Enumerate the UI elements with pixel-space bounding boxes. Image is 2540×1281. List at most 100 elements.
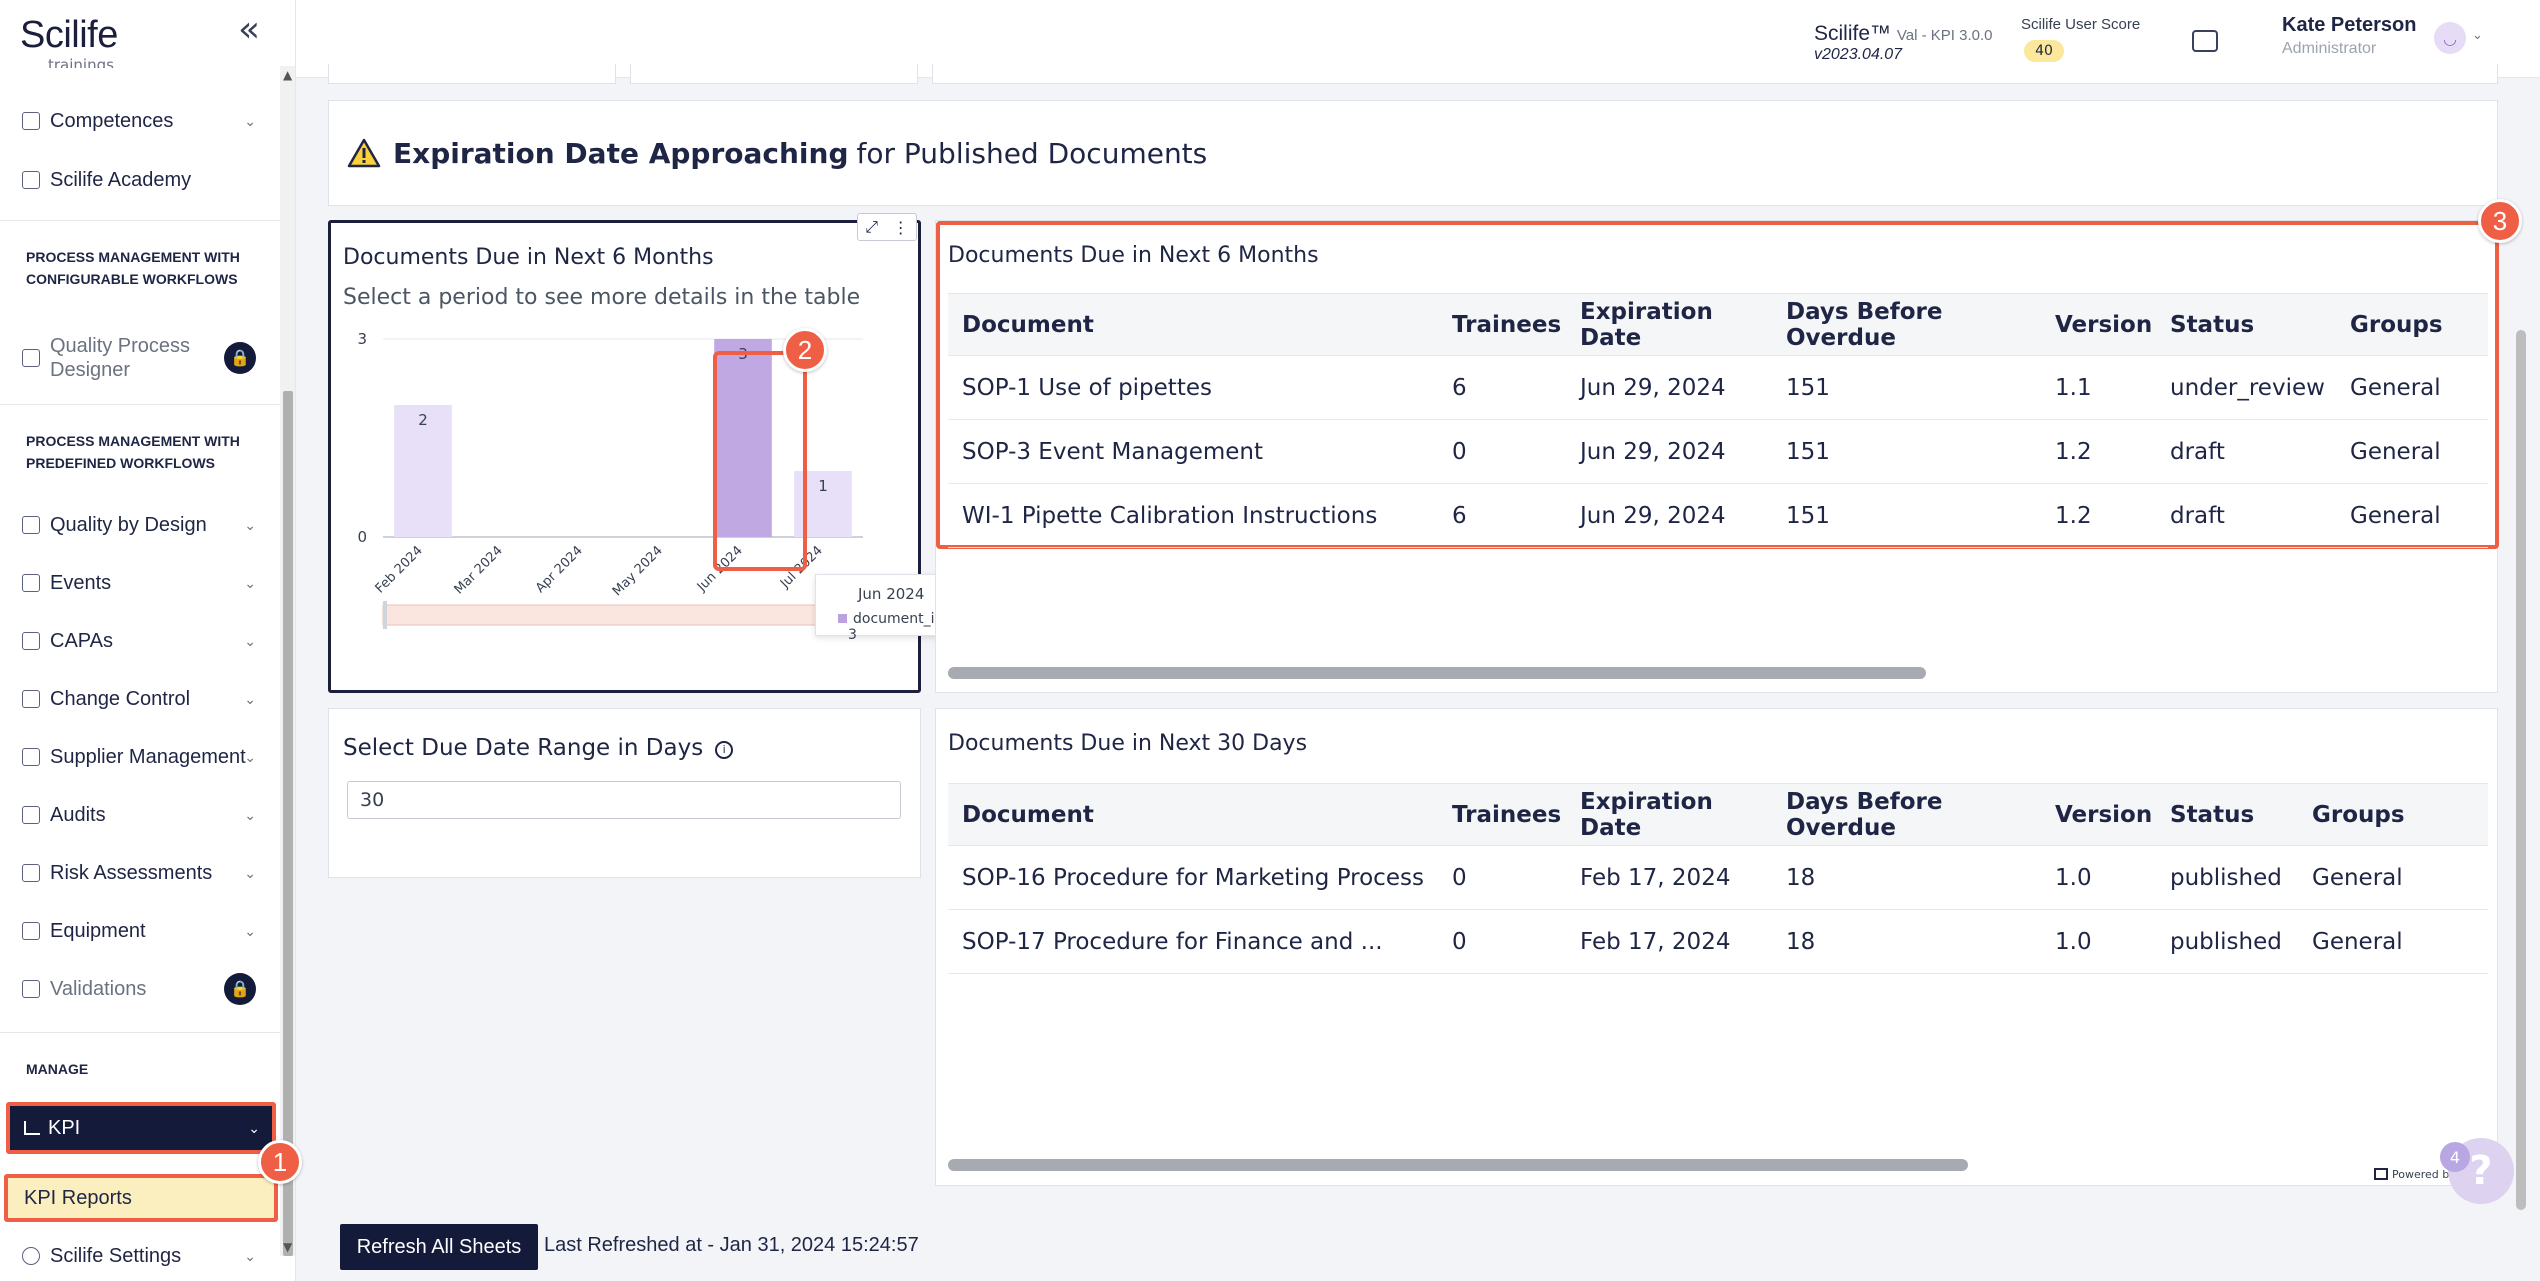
table-6-months-panel: Documents Due in Next 6 Months Document … (935, 199, 2522, 693)
sidebar-item-kpi[interactable]: KPI ⌄ (6, 1102, 276, 1154)
sidebar-item-quality-by-design[interactable]: Quality by Design ⌄ (22, 505, 262, 545)
date-range-panel: Select Due Date Range in Days i 30 (328, 708, 921, 878)
table-row[interactable]: SOP-17 Procedure for Finance and ... 0 Feb… (948, 909, 2488, 974)
scilife-logo[interactable]: Scilife (20, 14, 118, 56)
horizontal-scrollbar[interactable] (948, 1159, 1968, 1171)
series-swatch (838, 614, 847, 623)
chevron-down-icon: ⌄ (244, 112, 256, 129)
warning-icon (347, 138, 381, 168)
x-tick-label: Mar 2024 (452, 543, 506, 597)
collapse-sidebar-icon[interactable]: « (238, 9, 261, 50)
bar-chart[interactable]: 231 Feb 2024 Mar 2024 Apr 2024 May 2024 Jun … (343, 327, 903, 687)
chart-title: Documents Due in Next 6 Months (343, 245, 714, 270)
scroll-down-arrow-icon[interactable]: ▼ (283, 1240, 293, 1254)
sidebar-item-risk-assessments[interactable]: Risk Assessments ⌄ (22, 853, 262, 893)
callout-3: 3 (2478, 199, 2522, 243)
table-row[interactable]: SOP-16 Procedure for Marketing Process 0 F… (948, 845, 2488, 910)
sidebar-item-scilife-settings[interactable]: Scilife Settings ⌄ (22, 1236, 262, 1276)
sidebar-item-change-control[interactable]: Change Control ⌄ (22, 679, 262, 719)
column-header[interactable]: Status (2156, 783, 2298, 846)
chevron-down-icon: ⌄ (244, 632, 256, 649)
column-header[interactable]: Version (2041, 783, 2156, 846)
data-label: 2 (418, 411, 428, 429)
range-slider[interactable] (382, 604, 864, 626)
user-name[interactable]: Kate Peterson (2282, 14, 2417, 36)
sidebar-item-competences[interactable]: Competences ⌄ (22, 101, 262, 141)
competences-icon (22, 112, 40, 130)
sidebar-item-kpi-reports[interactable]: KPI Reports (4, 1174, 278, 1222)
documents-30-days-table: Document Trainees Expiration Date Days B… (948, 783, 2488, 974)
chevron-down-icon[interactable]: ⌄ (2472, 28, 2483, 43)
column-header[interactable]: Status (2156, 293, 2336, 356)
chart-icon (24, 1121, 40, 1135)
expand-icon[interactable]: ⤢ (865, 217, 879, 236)
sidebar-item-quality-process-designer[interactable]: Quality Process Designer 🔒 (22, 330, 262, 386)
sidebar-item-capas[interactable]: CAPAs ⌄ (22, 621, 262, 661)
scroll-up-arrow-icon[interactable]: ▲ (283, 68, 293, 82)
flask-icon (22, 922, 40, 940)
table-row[interactable]: SOP-1 Use of pipettes 6 Jun 29, 2024 151 1.1… (948, 355, 2488, 420)
bar-jun-2024[interactable] (714, 339, 772, 537)
table-row[interactable]: WI-1 Pipette Calibration Instructions 6 Ju… (948, 483, 2488, 548)
column-header[interactable]: Trainees (1438, 783, 1566, 846)
sidebar-divider (0, 404, 280, 405)
supplier-icon (22, 748, 40, 766)
sidebar-item-events[interactable]: Events ⌄ (22, 563, 262, 603)
column-header[interactable]: Trainees (1438, 293, 1566, 356)
column-header[interactable]: Expiration Date (1566, 293, 1772, 356)
column-header[interactable]: Days Before Overdue (1772, 783, 2041, 846)
refresh-all-sheets-button[interactable]: Refresh All Sheets (340, 1224, 538, 1270)
help-notification-badge: 4 (2440, 1142, 2470, 1172)
sidebar-scrollbar-thumb[interactable] (283, 391, 293, 1256)
due-date-range-input[interactable]: 30 (347, 781, 901, 819)
sidebar-item-validations[interactable]: Validations 🔒 (22, 969, 262, 1009)
user-score-label: Scilife User Score (2021, 16, 2141, 33)
sidebar-item-equipment[interactable]: Equipment ⌄ (22, 911, 262, 951)
column-header[interactable]: Expiration Date (1566, 783, 1772, 846)
clipboard-icon (22, 980, 40, 998)
range-slider-handle-left[interactable] (383, 601, 387, 629)
chevron-down-icon: ⌄ (244, 690, 256, 707)
warning-icon (22, 864, 40, 882)
panel-stub (630, 64, 918, 84)
chevron-down-icon: ⌄ (244, 574, 256, 591)
main-scrollbar[interactable] (2516, 330, 2526, 1210)
settings-icon (22, 1247, 40, 1265)
column-header[interactable]: Groups (2336, 293, 2488, 356)
table-title: Documents Due in Next 6 Months (948, 243, 1319, 268)
app-version: v2023.04.07 (1814, 46, 1903, 63)
sidebar-item-audits[interactable]: Audits ⌄ (22, 795, 262, 835)
section-header: Expiration Date Approaching for Publishe… (328, 100, 2498, 206)
callout-2: 2 (783, 328, 827, 372)
chart-panel: ⤢ ⋮ Documents Due in Next 6 Months Selec… (328, 213, 921, 693)
column-header[interactable]: Groups (2298, 783, 2488, 846)
table-row[interactable]: SOP-3 Event Management 0 Jun 29, 2024 151 1.… (948, 419, 2488, 484)
tooltip-title: Jun 2024 (858, 585, 925, 603)
bar-feb-2024[interactable] (394, 405, 452, 537)
chat-icon[interactable] (2192, 30, 2218, 52)
sidebar-item-supplier-management[interactable]: Supplier Management ⌄ (22, 737, 262, 777)
events-icon (22, 574, 40, 592)
horizontal-scrollbar[interactable] (948, 667, 1926, 679)
data-label: 1 (818, 477, 828, 495)
x-tick-label: Feb 2024 (373, 543, 426, 596)
lock-icon: 🔒 (224, 973, 256, 1005)
table-30-days-panel: Documents Due in Next 30 Days Document T… (935, 708, 2498, 1186)
column-header[interactable]: Document (948, 293, 1438, 356)
section-title-bold: Expiration Date Approaching (393, 136, 849, 170)
app-name: Scilife™ Val - KPI 3.0.0 (1814, 22, 1993, 45)
highlight-box-jun-2024 (713, 351, 807, 571)
avatar[interactable]: ◡ (2434, 22, 2466, 54)
info-icon[interactable]: i (715, 741, 734, 759)
section-title-rest: for Published Documents (856, 136, 1208, 170)
chevron-down-icon: ⌄ (244, 748, 256, 765)
column-header[interactable]: Days Before Overdue (1772, 293, 2041, 356)
column-header[interactable]: Document (948, 783, 1438, 846)
more-options-icon[interactable]: ⋮ (892, 217, 909, 237)
sidebar-divider (0, 1032, 280, 1033)
quality-by-design-icon (22, 516, 40, 534)
sidebar-item-scilife-academy[interactable]: Scilife Academy (22, 160, 262, 200)
logo-icon (2374, 1168, 2388, 1180)
sidebar-scrollbar[interactable]: ▲ ▼ (280, 66, 295, 1256)
column-header[interactable]: Version (2041, 293, 2156, 356)
